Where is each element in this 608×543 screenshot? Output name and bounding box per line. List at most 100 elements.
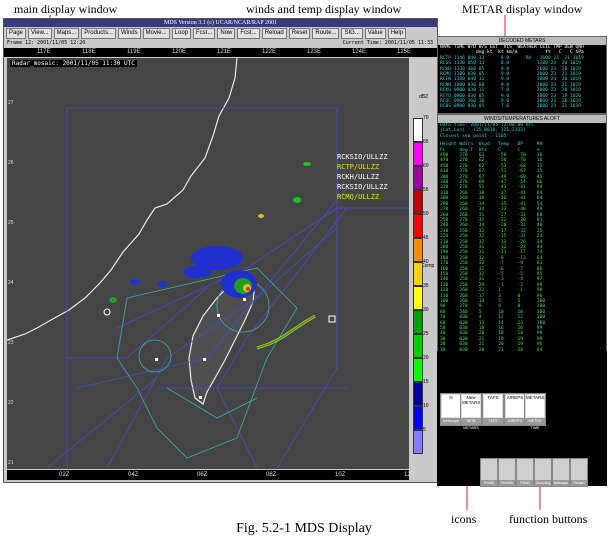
toolbar-button[interactable]: Route... xyxy=(312,28,340,39)
time-label[interactable]: 04Z xyxy=(128,472,139,478)
function-button[interactable]: PrintBl xyxy=(480,458,498,487)
station-label: RCTP/ULLZZ xyxy=(337,163,380,171)
scale-label: 50 xyxy=(423,211,429,217)
desktop-icon[interactable]: New METARS NEW METARS xyxy=(460,393,482,430)
winds-row: 250 270 31 -22 -30 81 xyxy=(440,217,557,223)
winds-row: 170 250 32 -7 -9 81 xyxy=(440,261,557,267)
winds-header-line: Closest sea point : 1105 xyxy=(440,133,507,139)
winds-row: 310 260 38 -37 -41 64 xyxy=(440,190,557,196)
time-label[interactable]: 08Z xyxy=(266,472,277,478)
winds-row: 450 270 62 -53 -68 15 xyxy=(440,163,557,169)
desktop-icon-face: METARS xyxy=(526,395,544,417)
metar-text: NAME TIME W/D W/S GST VIS WEATHER CEIL T… xyxy=(438,45,606,110)
toolbar-button[interactable]: Value xyxy=(364,28,386,39)
longitude-label: 121E xyxy=(217,49,232,55)
winds-row: 210 250 32 -13 -26 34 xyxy=(440,239,557,245)
toolbar-button[interactable]: Winds xyxy=(117,28,141,39)
time-label[interactable]: 06Z xyxy=(197,472,208,478)
latitude-label: 24 xyxy=(8,280,14,286)
desktop-icon[interactable]: N Netscape xyxy=(440,393,462,426)
function-button[interactable]: PrintWe xyxy=(498,458,516,487)
latitude-label: 21 xyxy=(8,460,14,466)
scale-label: 25 xyxy=(423,331,429,337)
scale-label: 20 xyxy=(423,355,429,361)
toolbar-button[interactable]: Help xyxy=(387,28,407,39)
winds-row: 190 250 31 -11 -17 74 xyxy=(440,250,557,256)
toolbar-button[interactable]: Now xyxy=(217,28,236,39)
toolbar-button[interactable]: Loop xyxy=(171,28,192,39)
airway-lines xyxy=(46,107,409,469)
function-button[interactable]: PrintS xyxy=(516,458,534,487)
toolbar-button[interactable]: View... xyxy=(28,28,52,39)
winds-row: 40 030 20 18 18 99 xyxy=(440,331,557,337)
time-label[interactable]: 02Z xyxy=(59,472,70,478)
winds-row: 160 250 32 -6 -7 86 xyxy=(440,266,557,272)
desktop-icon[interactable]: TAFS TAFS xyxy=(482,393,504,426)
radar-label: Radar_mosaic: 2001/11/05 11:30 UTC xyxy=(10,60,137,67)
scale-label: 45 xyxy=(423,235,429,241)
winds-row: 140 250 31 -3 -4 97 xyxy=(440,277,557,283)
metar-line: RCKH 1130 360 05 9.0 2600 23 20 1019 xyxy=(440,66,582,72)
time-label[interactable]: 10Z xyxy=(335,472,346,478)
radar-map[interactable]: Radar_mosaic: 2001/11/05 11:30 UTC RCKSI… xyxy=(7,58,409,469)
toolbar-button[interactable]: Products... xyxy=(81,28,116,39)
function-button[interactable]: Netscape xyxy=(552,458,570,487)
scale-swatch xyxy=(413,334,423,358)
scale-swatch xyxy=(413,286,423,310)
scale-label: 40 xyxy=(423,259,429,265)
winds-row: 300 260 36 -36 -41 64 xyxy=(440,196,557,202)
toolbar-button[interactable]: SIG... xyxy=(341,28,363,39)
winds-row: 410 270 67 -51 -67 15 xyxy=(440,169,557,175)
metar-line: RCQC 0900 360 10 9.0 3000 23 20 1019 xyxy=(440,99,582,105)
winds-row: 290 260 34 -35 -41 54 xyxy=(440,201,557,207)
color-unit-top: dBZ xyxy=(419,94,429,100)
winds-row: 260 260 31 -27 -31 68 xyxy=(440,212,557,218)
desktop-icon[interactable]: AIREPS AIREPS xyxy=(504,393,526,426)
function-button[interactable]: Restart MDS xyxy=(570,458,588,491)
scale-swatch xyxy=(413,118,423,142)
winds-row: 60 030 13 14 14 100 xyxy=(440,320,557,326)
metar-display-window: DECODED METARS NAME TIME W/D W/S GST VIS… xyxy=(437,36,607,114)
scale-label: 65 xyxy=(423,139,429,145)
toolbar-button[interactable]: Page xyxy=(6,28,27,39)
winds-row: 50 030 18 16 16 99 xyxy=(440,326,557,332)
time-label[interactable]: 12Z xyxy=(404,472,415,478)
toolbar-button[interactable]: Movie... xyxy=(142,28,170,39)
winds-columns: Height Wdirn Wspd Temp DP RH xyxy=(440,142,557,148)
station-markers xyxy=(103,298,336,399)
toolbar-button[interactable]: Fcst... xyxy=(193,28,216,39)
winds-temp-display-window: WINDS/TEMPERATURES ALOFT Data time: 2001… xyxy=(437,114,607,353)
toolbar-button[interactable]: Maps... xyxy=(53,28,80,39)
scale-swatch xyxy=(413,406,423,430)
desktop-icon-face: New METARS xyxy=(462,395,480,417)
desktop-icon-face: N xyxy=(442,395,460,417)
function-button-label: Restart MDS xyxy=(571,480,587,491)
scale-swatch xyxy=(413,214,423,238)
desktop-icon[interactable]: METARS METAR TIME xyxy=(524,393,546,430)
scale-label: 10 xyxy=(423,403,429,409)
metar-line: RCMQ 1100 030 05 9.0 3000 23 21 1019 xyxy=(440,72,582,78)
station-label: RCKH/ULLZZ xyxy=(337,173,380,181)
frame-row: Frame 12: 2001/11/05 12:20 Current Time:… xyxy=(4,40,437,47)
metar-window-title: DECODED METARS xyxy=(438,37,606,45)
function-button-label: Netscape xyxy=(553,480,569,486)
winds-row: 180 250 32 -8 -13 64 xyxy=(440,255,557,261)
toolbar-button[interactable]: Reset xyxy=(288,28,311,39)
winds-row: 380 270 67 -49 -60 45 xyxy=(440,174,557,180)
window-title: MDS Version 3.1 (c) UCAR/NCAR/RAP 2001 xyxy=(4,19,437,27)
function-button-label: Sounding xyxy=(535,480,551,486)
toolbar-button[interactable]: Reload xyxy=(261,28,287,39)
callout-icons: icons xyxy=(451,512,477,526)
time-bar[interactable]: 02Z 04Z 06Z 08Z 10Z 12Z xyxy=(7,470,414,480)
scale-label: 15 xyxy=(423,379,429,385)
winds-row: 150 250 32 -5 -5 95 xyxy=(440,271,557,277)
function-button[interactable]: Sounding xyxy=(534,458,552,487)
radar-map-canvas xyxy=(7,58,409,469)
scale-swatch xyxy=(413,358,423,382)
winds-row: 110 260 17 3 0 96 xyxy=(440,293,557,299)
desktop-icon-label: Netscape xyxy=(441,418,461,425)
main-toolbar: Page View... Maps... Products... Winds Movie.… xyxy=(4,28,439,39)
desktop-icon-label: TAFS xyxy=(483,418,503,425)
scale-label: 5 xyxy=(423,427,426,433)
toolbar-button[interactable]: Fcst... xyxy=(237,28,260,39)
